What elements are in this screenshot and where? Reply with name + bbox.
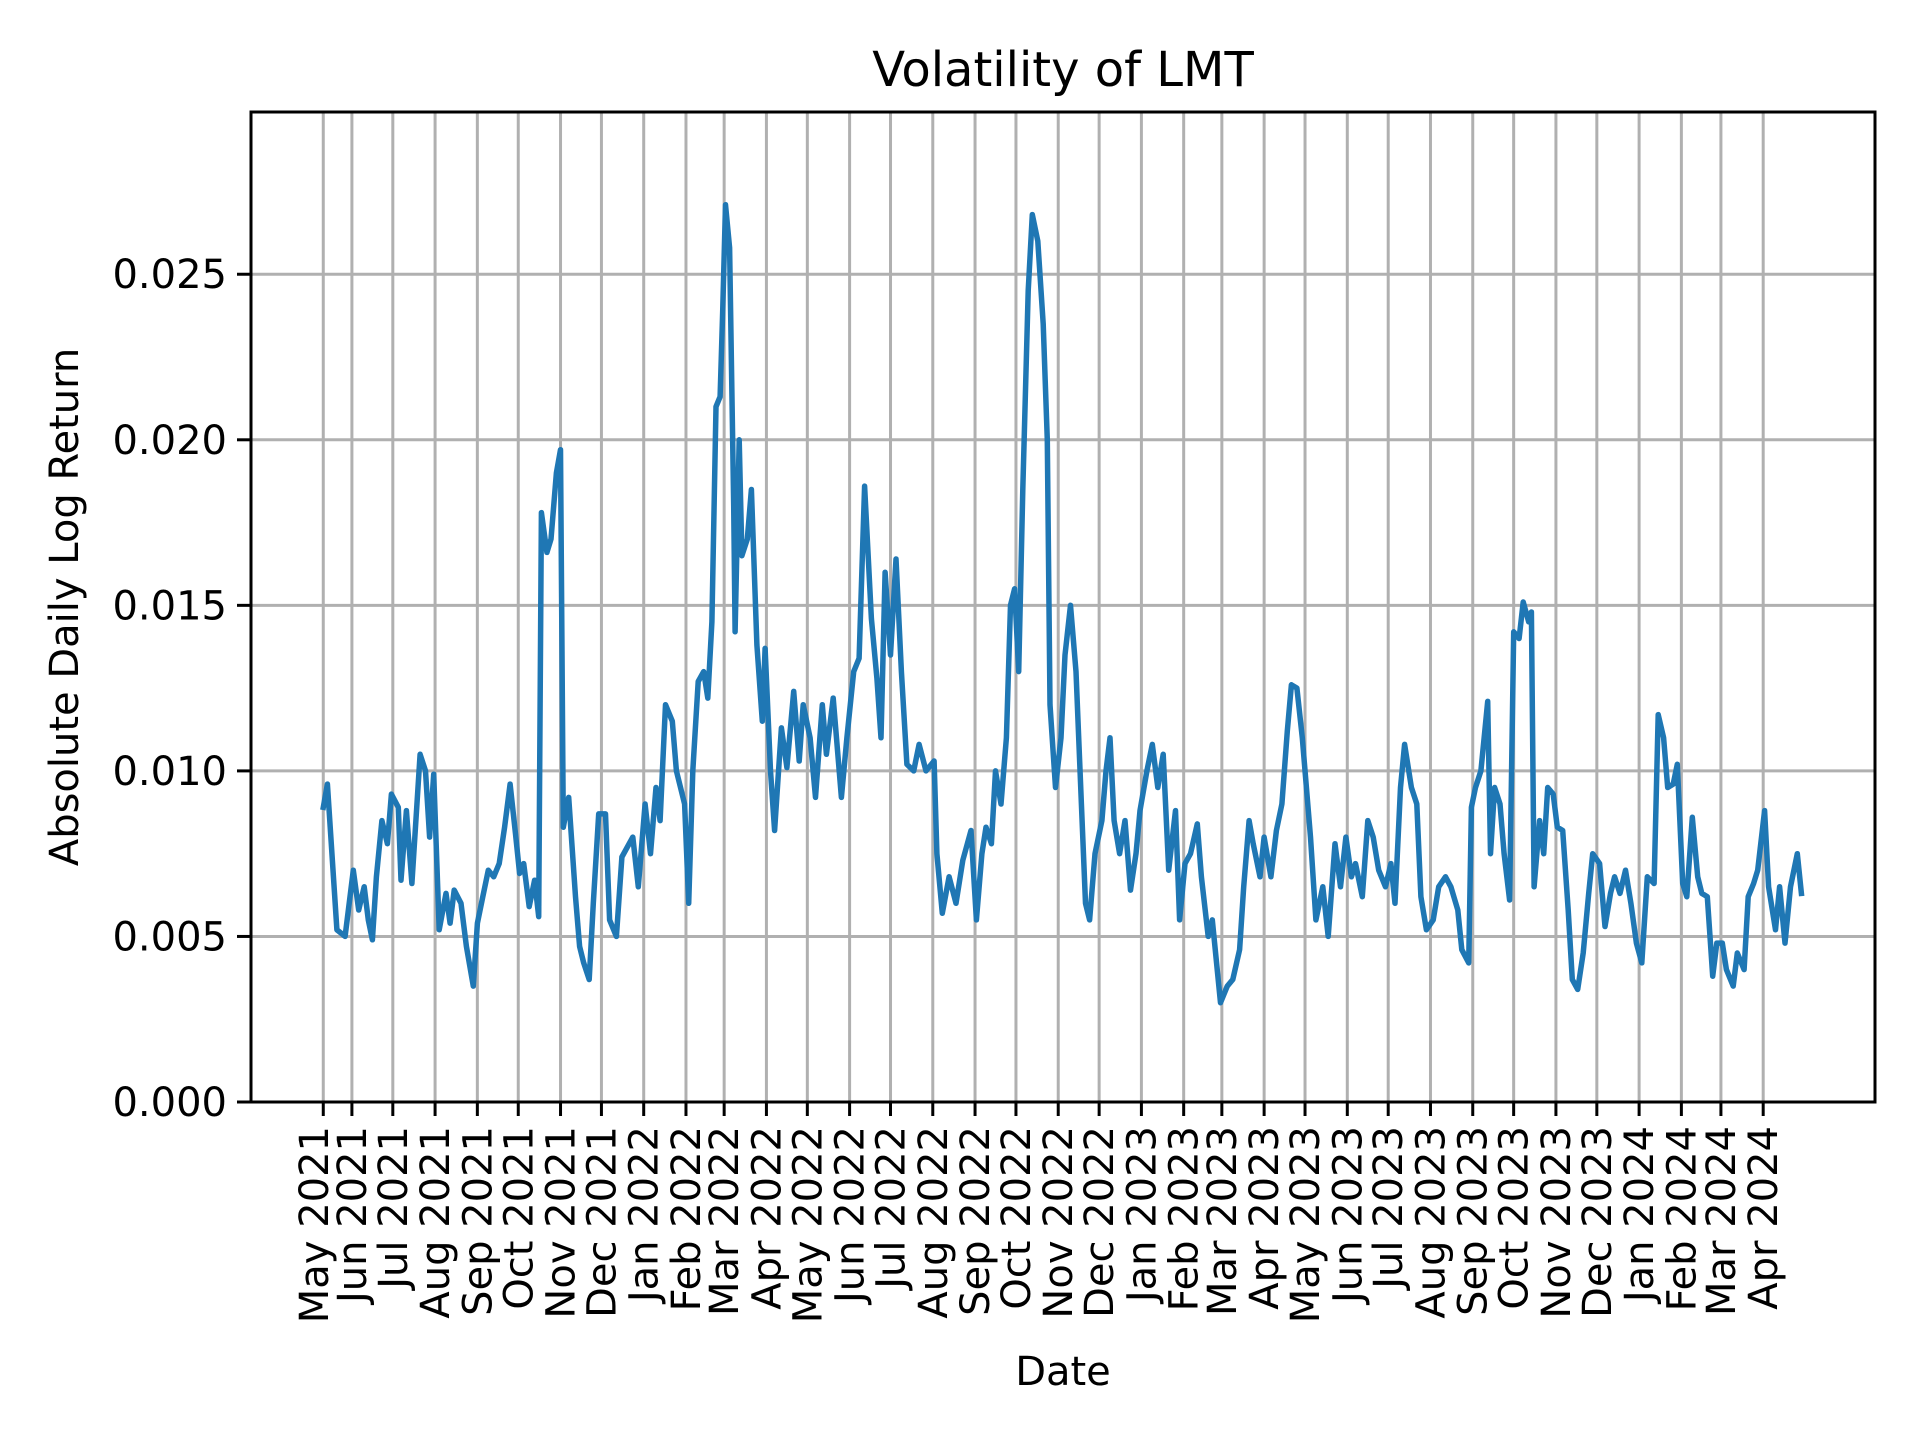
x-tick-label: Jul 2021 [371, 1126, 417, 1292]
x-tick-label: Aug 2022 [911, 1126, 957, 1319]
y-tick-label: 0.015 [112, 583, 227, 629]
y-axis-label: Absolute Daily Log Return [42, 348, 88, 866]
axes-frame [249, 110, 1877, 1104]
x-tick-label: Mar 2024 [1699, 1126, 1745, 1316]
x-tick-label: Jul 2023 [1366, 1126, 1412, 1292]
chart-title: Volatility of LMT [872, 42, 1254, 98]
x-tick-label: Dec 2021 [579, 1126, 625, 1318]
x-tick-label: Jul 2022 [869, 1126, 915, 1292]
x-tick-label: Mar 2022 [702, 1126, 748, 1316]
x-tick-label: Jun 2021 [330, 1126, 376, 1306]
x-tick-label: Oct 2021 [496, 1126, 542, 1310]
x-tick-label: Jan 2023 [1119, 1126, 1165, 1305]
y-tick-label: 0.005 [112, 914, 227, 960]
x-tick-label: Sep 2023 [1451, 1126, 1497, 1316]
x-tick-label: Feb 2023 [1162, 1126, 1208, 1311]
x-tick-label: Apr 2024 [1741, 1126, 1787, 1310]
x-tick-label: Apr 2022 [744, 1126, 790, 1310]
volatility-series-line [320, 201, 1805, 1006]
x-tick-label: Apr 2023 [1242, 1126, 1288, 1310]
x-axis-label: Date [1015, 1349, 1111, 1395]
x-tick-label: Sep 2021 [455, 1126, 501, 1316]
x-tick-label: Sep 2022 [953, 1126, 999, 1316]
x-tick-label: Aug 2023 [1408, 1126, 1454, 1319]
x-tick-label: Nov 2022 [1036, 1126, 1082, 1319]
x-tick-label: Dec 2022 [1077, 1126, 1123, 1318]
x-tick-label: Oct 2022 [994, 1126, 1040, 1310]
x-tick-label: Nov 2023 [1534, 1126, 1580, 1319]
y-tick-label: 0.000 [112, 1080, 227, 1126]
x-tick-label: May 2022 [785, 1126, 831, 1323]
x-tick-label: Aug 2021 [413, 1126, 459, 1319]
x-tick-label: Jun 2023 [1325, 1126, 1371, 1306]
x-tick-label: May 2023 [1283, 1126, 1329, 1323]
y-tick-label: 0.010 [112, 749, 227, 795]
x-tick-label: Nov 2021 [539, 1126, 585, 1319]
x-tick-label: Jan 2022 [622, 1126, 668, 1305]
x-tick-label: Dec 2023 [1575, 1126, 1621, 1318]
x-tick-label: Jun 2022 [828, 1126, 874, 1306]
x-tick-label: May 2021 [292, 1126, 338, 1323]
x-tick-label: Oct 2023 [1492, 1126, 1538, 1310]
y-tick-label: 0.025 [112, 252, 227, 298]
y-axis-ticks: 0.000 0.005 0.010 0.015 0.020 0.025 [112, 252, 251, 1126]
y-tick-label: 0.020 [112, 418, 227, 464]
x-tick-label: Feb 2022 [664, 1126, 710, 1311]
x-tick-label: Feb 2024 [1659, 1126, 1705, 1311]
x-tick-label: Mar 2023 [1200, 1126, 1246, 1316]
x-tick-label: Jan 2024 [1617, 1126, 1663, 1305]
series-layer [320, 201, 1805, 1006]
